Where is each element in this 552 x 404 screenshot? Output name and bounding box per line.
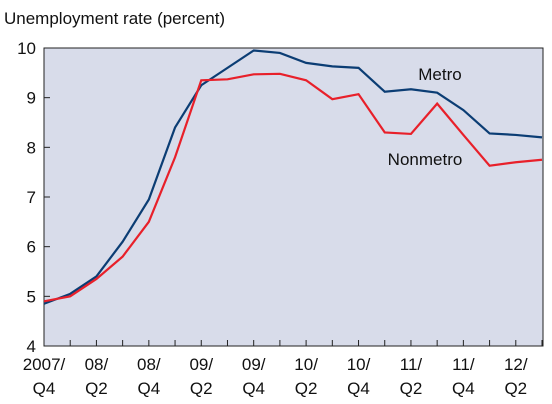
y-tick-label: 4: [27, 337, 36, 356]
x-tick-label: 12/Q2: [504, 355, 528, 398]
x-tick-label: 09/Q2: [189, 355, 213, 398]
chart-title: Unemployment rate (percent): [4, 9, 225, 28]
plot-area: [43, 47, 544, 347]
x-tick-label: 10/Q4: [347, 355, 371, 398]
x-tick-label: 11/Q4: [452, 355, 475, 398]
line: [43, 72, 543, 303]
series-label: Nonmetro: [388, 150, 463, 169]
x-tick-label: 11/Q2: [400, 355, 423, 398]
x-tick-label: 08/Q4: [137, 355, 161, 398]
x-tick-label: 2007/Q4: [23, 355, 66, 398]
x-tick-label: 08/Q2: [85, 355, 109, 398]
x-tick-label: 09/Q4: [242, 355, 266, 398]
y-tick-label: 7: [27, 188, 36, 207]
y-tick-label: 5: [27, 287, 36, 306]
line: [43, 49, 543, 305]
y-tick-label: 6: [27, 238, 36, 257]
y-tick-label: 10: [17, 39, 36, 58]
series-label: Metro: [418, 65, 461, 84]
y-tick-label: 8: [27, 138, 36, 157]
x-tick-label: 10/Q2: [294, 355, 318, 398]
y-tick-label: 9: [27, 89, 36, 108]
